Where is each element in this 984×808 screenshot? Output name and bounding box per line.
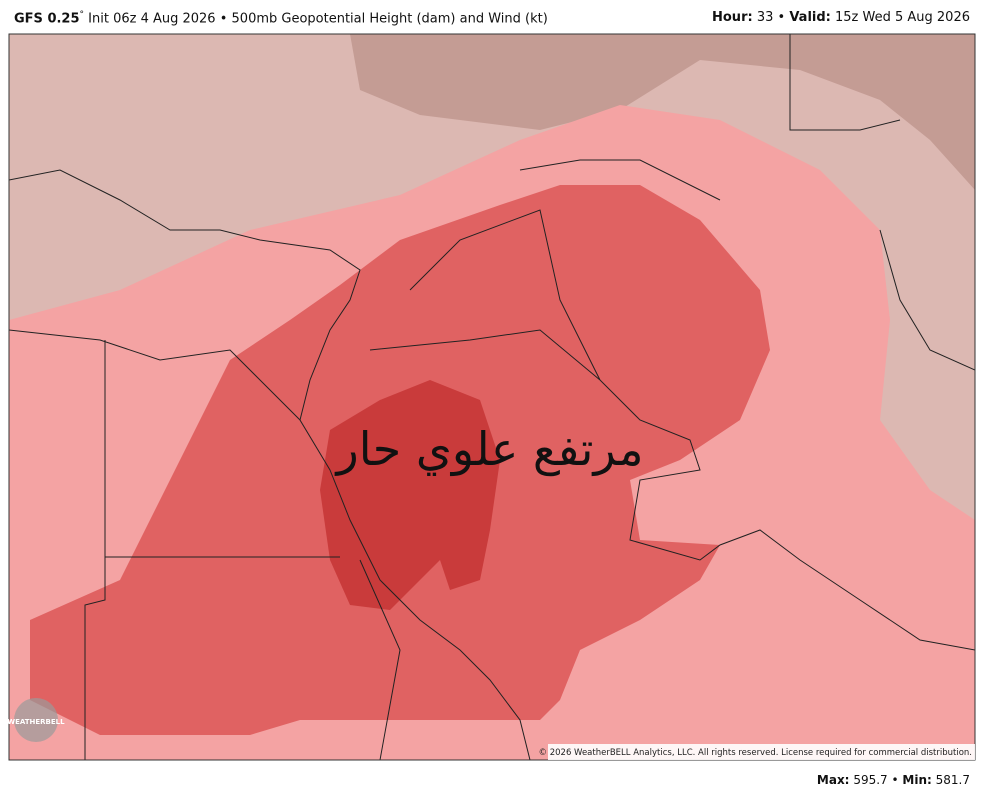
- model: GFS 0.25: [14, 11, 80, 27]
- copyright: © 2026 WeatherBELL Analytics, LLC. All r…: [539, 748, 972, 758]
- max-label: Max:: [817, 773, 850, 787]
- border: [879, 229, 975, 371]
- sep: •: [777, 10, 786, 25]
- field-highest: [320, 380, 500, 610]
- product: 500mb Geopotential Height (dam) and Wind…: [231, 11, 548, 27]
- header-left: GFS 0.25° Init 06z 4 Aug 2026 • 500mb Ge…: [14, 10, 548, 26]
- header: GFS 0.25° Init 06z 4 Aug 2026 • 500mb Ge…: [0, 0, 984, 34]
- map-frame: [8, 33, 976, 761]
- coast: [9, 329, 301, 421]
- borders: [9, 34, 975, 760]
- valid-label: Valid:: [789, 10, 831, 25]
- stats: Max: 595.7 • Min: 581.7: [817, 773, 970, 787]
- logo-badge: [14, 698, 58, 742]
- border: [409, 209, 601, 381]
- sep: •: [219, 11, 228, 27]
- sep: •: [892, 773, 899, 787]
- coast: [599, 379, 975, 651]
- border: [84, 340, 106, 760]
- map: [9, 34, 975, 760]
- copyright-box: [548, 744, 975, 760]
- border: [359, 559, 401, 760]
- border: [519, 159, 721, 201]
- valid: 15z Wed 5 Aug 2026: [835, 10, 970, 25]
- logo: WEATHERBELL: [7, 718, 65, 726]
- annotation: مرتفع علوي حار: [335, 422, 644, 477]
- header-right: Hour: 33 • Valid: 15z Wed 5 Aug 2026: [712, 10, 970, 25]
- border: [789, 34, 901, 131]
- coast: [9, 169, 531, 760]
- init: Init 06z 4 Aug 2026: [88, 11, 216, 27]
- hour-label: Hour:: [712, 10, 753, 25]
- field-lower: [350, 34, 975, 190]
- max: 595.7: [853, 773, 887, 787]
- border: [369, 329, 601, 381]
- hour: 33: [756, 10, 774, 25]
- min: 581.7: [936, 773, 970, 787]
- degree: °: [79, 10, 85, 20]
- min-label: Min:: [902, 773, 931, 787]
